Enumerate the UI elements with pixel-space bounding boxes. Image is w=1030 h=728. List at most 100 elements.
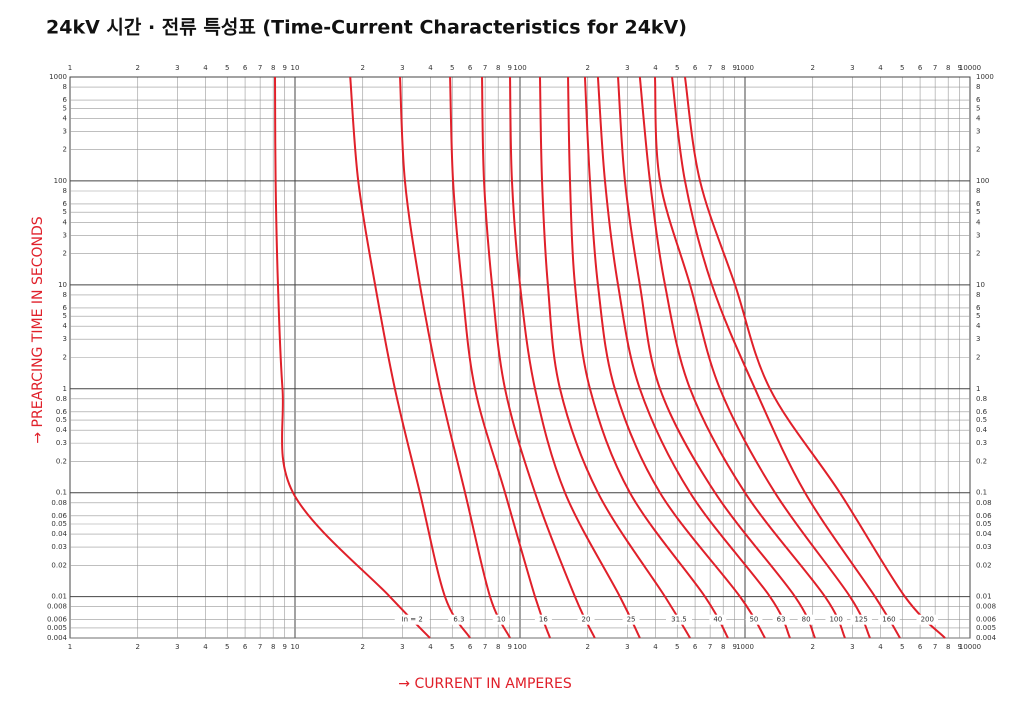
y-tick-label: 0.03 bbox=[976, 543, 992, 551]
x-tick-label: 100 bbox=[513, 64, 526, 72]
y-tick-label: 0.04 bbox=[51, 530, 67, 538]
curve-label-bg bbox=[797, 614, 815, 625]
curve-label-bg bbox=[709, 614, 727, 625]
x-tick-label: 8 bbox=[496, 64, 500, 72]
curve-label: 63 bbox=[777, 616, 786, 624]
y-tick-label: 0.03 bbox=[51, 543, 67, 551]
y-tick-label: 4 bbox=[63, 322, 68, 330]
y-tick-label: 4 bbox=[63, 218, 68, 226]
x-tick-label: 4 bbox=[428, 643, 433, 651]
y-tick-label: 2 bbox=[63, 250, 67, 258]
y-tick-label: 3 bbox=[976, 127, 980, 135]
y-tick-label: 5 bbox=[976, 312, 980, 320]
x-tick-label: 4 bbox=[878, 64, 883, 72]
y-tick-label: 6 bbox=[976, 96, 981, 104]
y-tick-label: 0.004 bbox=[976, 634, 997, 642]
x-tick-label: 8 bbox=[496, 643, 500, 651]
y-tick-label: 0.4 bbox=[976, 426, 988, 434]
curve-label-bg bbox=[492, 614, 510, 625]
x-tick-label: 4 bbox=[203, 643, 208, 651]
y-tick-label: 8 bbox=[63, 291, 67, 299]
y-tick-label: 10 bbox=[58, 281, 67, 289]
y-tick-label: 2 bbox=[976, 146, 980, 154]
y-tick-label: 8 bbox=[976, 83, 980, 91]
x-tick-label: 9 bbox=[507, 643, 511, 651]
y-tick-label: 0.6 bbox=[976, 408, 988, 416]
x-tick-label: 9 bbox=[507, 64, 511, 72]
x-tick-label: 2 bbox=[135, 643, 139, 651]
x-tick-label: 2 bbox=[360, 64, 364, 72]
y-tick-label: 6 bbox=[63, 96, 68, 104]
y-tick-label: 10 bbox=[976, 281, 985, 289]
y-tick-label: 3 bbox=[63, 335, 67, 343]
curve-label: 31.5 bbox=[671, 616, 687, 624]
y-tick-label: 0.008 bbox=[47, 603, 67, 611]
x-tick-label: 7 bbox=[483, 64, 487, 72]
curve-label-bg bbox=[534, 614, 552, 625]
x-tick-label: 7 bbox=[708, 643, 712, 651]
curve-label: 16 bbox=[539, 616, 548, 624]
x-axis-label: → CURRENT IN AMPERES bbox=[398, 676, 572, 692]
y-tick-label: 0.08 bbox=[51, 499, 67, 507]
y-tick-label: 0.5 bbox=[976, 416, 987, 424]
curve bbox=[509, 76, 641, 639]
x-tick-label: 5 bbox=[900, 643, 904, 651]
x-tick-label: 3 bbox=[625, 64, 629, 72]
y-tick-label: 1000 bbox=[49, 73, 67, 81]
curve-label: 200 bbox=[921, 616, 934, 624]
x-tick-label: 4 bbox=[653, 643, 658, 651]
x-tick-label: 10 bbox=[291, 643, 300, 651]
y-tick-label: 0.01 bbox=[51, 593, 67, 601]
y-tick-label: 0.06 bbox=[976, 512, 992, 520]
curve-label-bg bbox=[745, 614, 763, 625]
curve bbox=[449, 76, 551, 639]
curve bbox=[653, 76, 871, 639]
curve-label: 100 bbox=[829, 616, 842, 624]
y-tick-label: 0.08 bbox=[976, 499, 992, 507]
x-tick-label: 4 bbox=[653, 64, 658, 72]
y-tick-label: 5 bbox=[63, 312, 67, 320]
curve-label-bg bbox=[772, 614, 790, 625]
y-tick-label: 3 bbox=[976, 335, 980, 343]
curve-label-bg bbox=[916, 614, 939, 625]
y-tick-label: 0.8 bbox=[56, 395, 67, 403]
y-tick-label: 4 bbox=[976, 322, 981, 330]
y-tick-label: 6 bbox=[63, 200, 68, 208]
x-tick-label: 9 bbox=[732, 643, 736, 651]
y-tick-label: 5 bbox=[63, 208, 67, 216]
x-tick-label: 6 bbox=[693, 64, 698, 72]
curve bbox=[583, 76, 766, 639]
y-tick-label: 8 bbox=[63, 187, 67, 195]
curve-label-bg bbox=[577, 614, 595, 625]
y-tick-label: 0.005 bbox=[47, 624, 67, 632]
y-tick-label: 5 bbox=[976, 208, 980, 216]
x-tick-label: 7 bbox=[933, 64, 937, 72]
y-tick-label: 0.004 bbox=[47, 634, 68, 642]
x-tick-label: 3 bbox=[850, 64, 854, 72]
curve bbox=[481, 76, 596, 639]
x-tick-label: 3 bbox=[850, 643, 854, 651]
x-tick-label: 8 bbox=[946, 64, 950, 72]
x-tick-label: 7 bbox=[933, 643, 937, 651]
curve bbox=[638, 76, 846, 639]
y-tick-label: 1 bbox=[976, 385, 980, 393]
y-tick-label: 4 bbox=[63, 114, 68, 122]
x-tick-label: 3 bbox=[400, 64, 404, 72]
y-tick-label: 3 bbox=[63, 127, 67, 135]
curve-label: 25 bbox=[627, 616, 636, 624]
y-tick-label: 8 bbox=[976, 291, 980, 299]
x-tick-label: 2 bbox=[810, 64, 814, 72]
x-tick-label: 6 bbox=[468, 64, 473, 72]
y-tick-label: 0.02 bbox=[51, 561, 67, 569]
y-tick-label: 0.3 bbox=[976, 439, 987, 447]
curve bbox=[274, 76, 431, 639]
x-tick-label: 7 bbox=[708, 64, 712, 72]
y-tick-label: 100 bbox=[54, 177, 67, 185]
curve-label-bg bbox=[850, 614, 872, 625]
y-tick-label: 0.6 bbox=[56, 408, 68, 416]
x-tick-label: 7 bbox=[483, 643, 487, 651]
x-tick-label: 5 bbox=[450, 643, 454, 651]
curve-label: 160 bbox=[882, 616, 895, 624]
x-tick-label: 8 bbox=[721, 643, 725, 651]
